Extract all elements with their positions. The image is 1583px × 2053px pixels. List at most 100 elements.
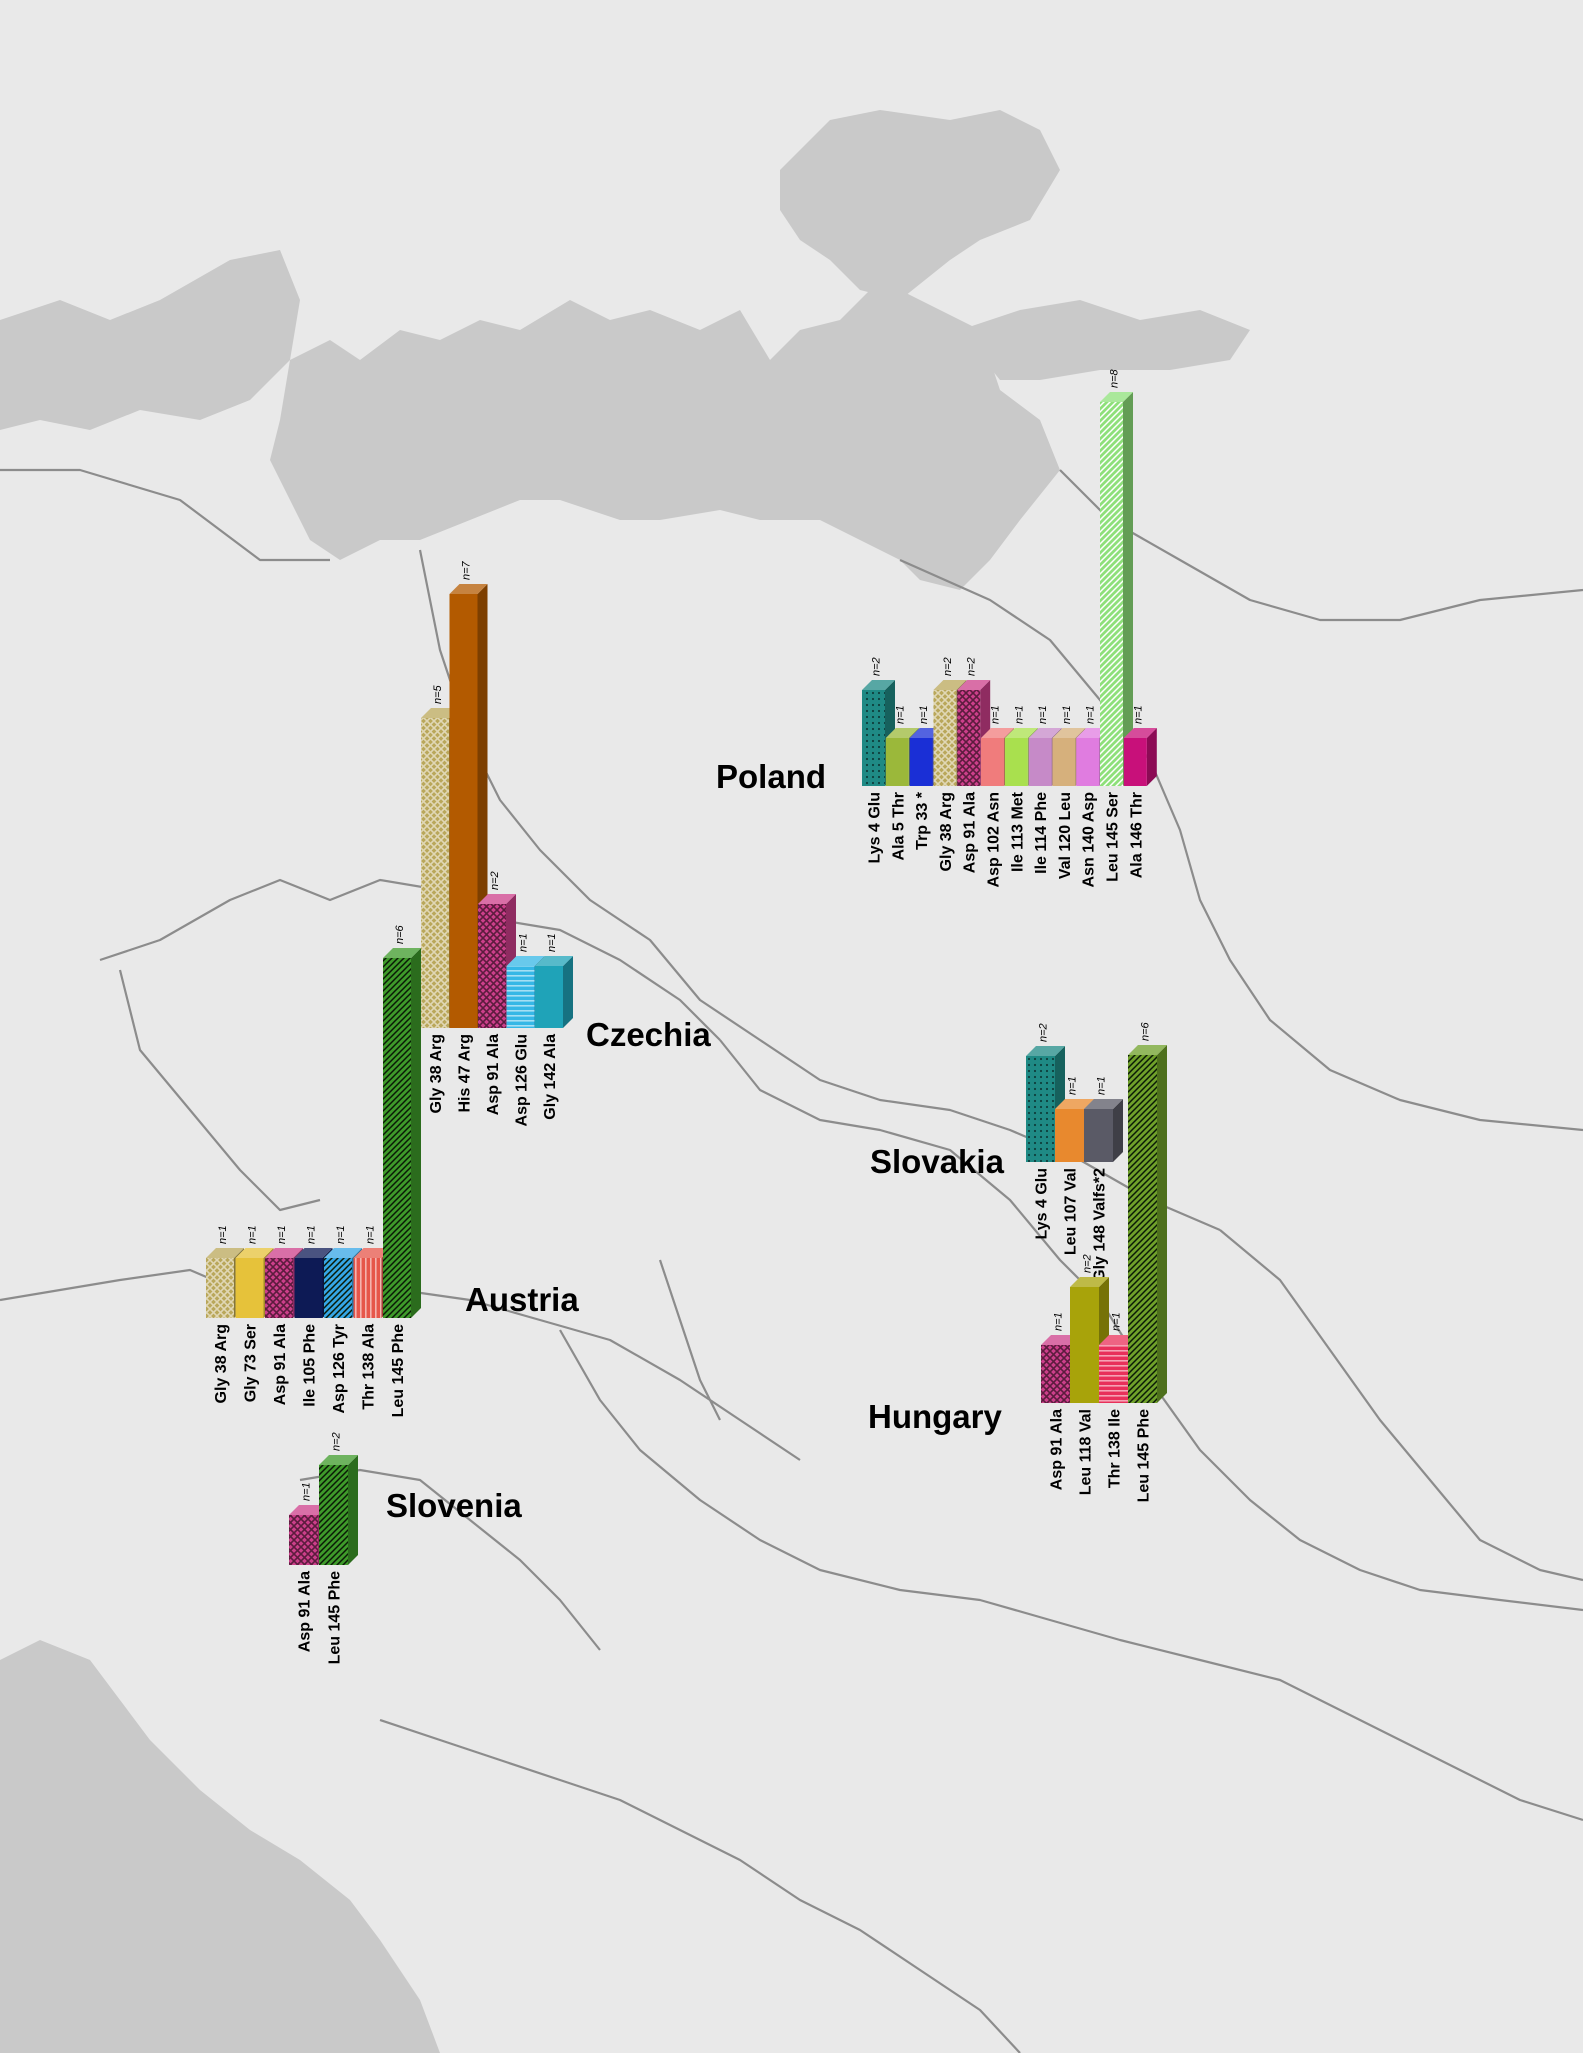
n-label: n=1 — [335, 1225, 347, 1244]
n-label: n=1 — [301, 1482, 313, 1501]
gulf-of-finland — [960, 300, 1250, 380]
bar-front — [353, 1258, 382, 1318]
bar-top — [1026, 1046, 1065, 1056]
n-label: n=6 — [1140, 1021, 1152, 1041]
country-label-slovakia: Slovakia — [870, 1143, 1004, 1180]
country-label-czechia: Czechia — [586, 1016, 711, 1053]
bar-front — [478, 904, 506, 1028]
n-label: n=6 — [394, 924, 406, 944]
bar-front — [1041, 1345, 1070, 1403]
mutation-label: Trp 33 * — [914, 791, 931, 850]
bar-front — [506, 966, 535, 1028]
mutation-label: Leu 118 Val — [1078, 1409, 1095, 1495]
n-label: n=1 — [546, 933, 558, 952]
bar-side — [1157, 1045, 1167, 1403]
chart-group-hungary: n=1 Asp 91 Ala n=2 Leu 118 Val n=1 Thr 138 Il… — [1041, 1021, 1167, 1502]
mutation-label: Asn 140 Asp — [1081, 792, 1098, 888]
bar-front — [1076, 738, 1100, 786]
n-label: n=1 — [1067, 1076, 1079, 1095]
mutation-label: Leu 107 Val — [1063, 1168, 1080, 1255]
n-label: n=8 — [1109, 368, 1121, 388]
bar-top — [449, 584, 488, 594]
bar-top — [235, 1248, 274, 1258]
bar-top — [1055, 1099, 1094, 1109]
bar-front — [885, 738, 909, 786]
n-label: n=2 — [489, 871, 501, 890]
chart-group-czechia: n=5 Gly 38 Arg n=7 His 47 Arg n=2 Asp 91 Ala n… — [421, 560, 573, 1126]
bar-front — [1128, 1055, 1157, 1403]
adriatic-sea — [0, 1640, 440, 2053]
n-label: n=1 — [1013, 705, 1025, 724]
bar-side — [348, 1455, 358, 1565]
n-label: n=2 — [1082, 1254, 1094, 1273]
mutation-label: Asp 91 Ala — [297, 1571, 314, 1652]
bar-front — [933, 690, 957, 786]
mutation-label: Thr 138 Ala — [361, 1324, 378, 1410]
country-label-hungary: Hungary — [868, 1398, 1002, 1435]
bar-front — [862, 690, 885, 786]
bar-top — [294, 1248, 333, 1258]
n-label: n=1 — [365, 1225, 377, 1244]
bar-austria-6 — [383, 948, 421, 1318]
bar-front — [1052, 738, 1076, 786]
n-label: n=1 — [1111, 1312, 1123, 1331]
bar-top — [1123, 728, 1157, 738]
mutation-label: Ala 146 Thr — [1128, 792, 1145, 878]
mutation-label: Leu 145 Phe — [390, 1324, 407, 1417]
mutation-label: Gly 38 Arg — [213, 1324, 230, 1403]
n-label: n=1 — [1053, 1312, 1065, 1331]
bar-side — [1123, 392, 1133, 786]
bar-front — [319, 1465, 348, 1565]
bar-top — [206, 1248, 244, 1258]
mutation-label: Asp 102 Asn — [986, 792, 1003, 887]
bar-top — [324, 1248, 362, 1258]
n-label: n=1 — [1085, 705, 1097, 724]
n-label: n=1 — [1037, 705, 1049, 724]
mutation-label: His 47 Arg — [457, 1034, 474, 1113]
chart-group-slovenia: n=1 Asp 91 Ala n=2 Leu 145 Phe — [289, 1432, 358, 1664]
bar-front — [1055, 1109, 1084, 1162]
north-sea — [0, 250, 300, 430]
mutation-label: Leu 145 Phe — [1136, 1409, 1153, 1502]
n-label: n=1 — [276, 1225, 288, 1244]
gulf-of-bothnia — [780, 110, 1060, 300]
baltic-sea — [270, 280, 1060, 590]
n-label: n=5 — [432, 684, 444, 704]
mutation-label: Gly 38 Arg — [428, 1034, 445, 1113]
bar-top — [981, 728, 1014, 738]
bar-top — [1128, 1045, 1167, 1055]
mutation-label: Gly 142 Ala — [542, 1034, 559, 1120]
chart-group-poland: n=2 Lys 4 Glu n=1 Ala 5 Thr n=1 Trp 33 * n=2 Gl… — [862, 368, 1157, 887]
mutation-label: Asp 91 Ala — [272, 1324, 289, 1405]
bar-top — [289, 1505, 328, 1515]
mutation-label: Gly 148 Valfs*2 — [1092, 1168, 1109, 1282]
n-label: n=1 — [306, 1225, 318, 1244]
bar-hungary-3 — [1128, 1045, 1167, 1403]
bar-czechia-1 — [449, 584, 488, 1028]
chart-group-austria: n=1 Gly 38 Arg n=1 Gly 73 Ser n=1 Asp 91 Ala n… — [206, 924, 421, 1417]
bar-front — [1004, 738, 1028, 786]
bar-top — [265, 1248, 303, 1258]
bar-front — [1084, 1109, 1113, 1162]
n-label: n=1 — [1132, 705, 1144, 724]
mutation-label: Asp 126 Glu — [514, 1034, 531, 1126]
n-label: n=1 — [918, 705, 930, 724]
bar-front — [1026, 1056, 1055, 1162]
mutation-label: Asp 91 Ala — [485, 1034, 502, 1115]
n-label: n=1 — [247, 1225, 259, 1244]
bar-front — [1100, 402, 1123, 786]
bar-top — [506, 956, 545, 966]
n-label: n=2 — [1038, 1023, 1050, 1042]
country-label-slovenia: Slovenia — [386, 1487, 522, 1524]
bar-front — [289, 1515, 318, 1565]
n-label: n=1 — [1096, 1076, 1108, 1095]
bar-front — [206, 1258, 234, 1318]
bar-front — [981, 738, 1004, 786]
n-label: n=2 — [966, 657, 978, 676]
n-label: n=1 — [894, 705, 906, 724]
bar-top — [383, 948, 421, 958]
mutation-label: Lys 4 Glu — [1034, 1168, 1051, 1239]
bar-front — [1099, 1345, 1128, 1403]
